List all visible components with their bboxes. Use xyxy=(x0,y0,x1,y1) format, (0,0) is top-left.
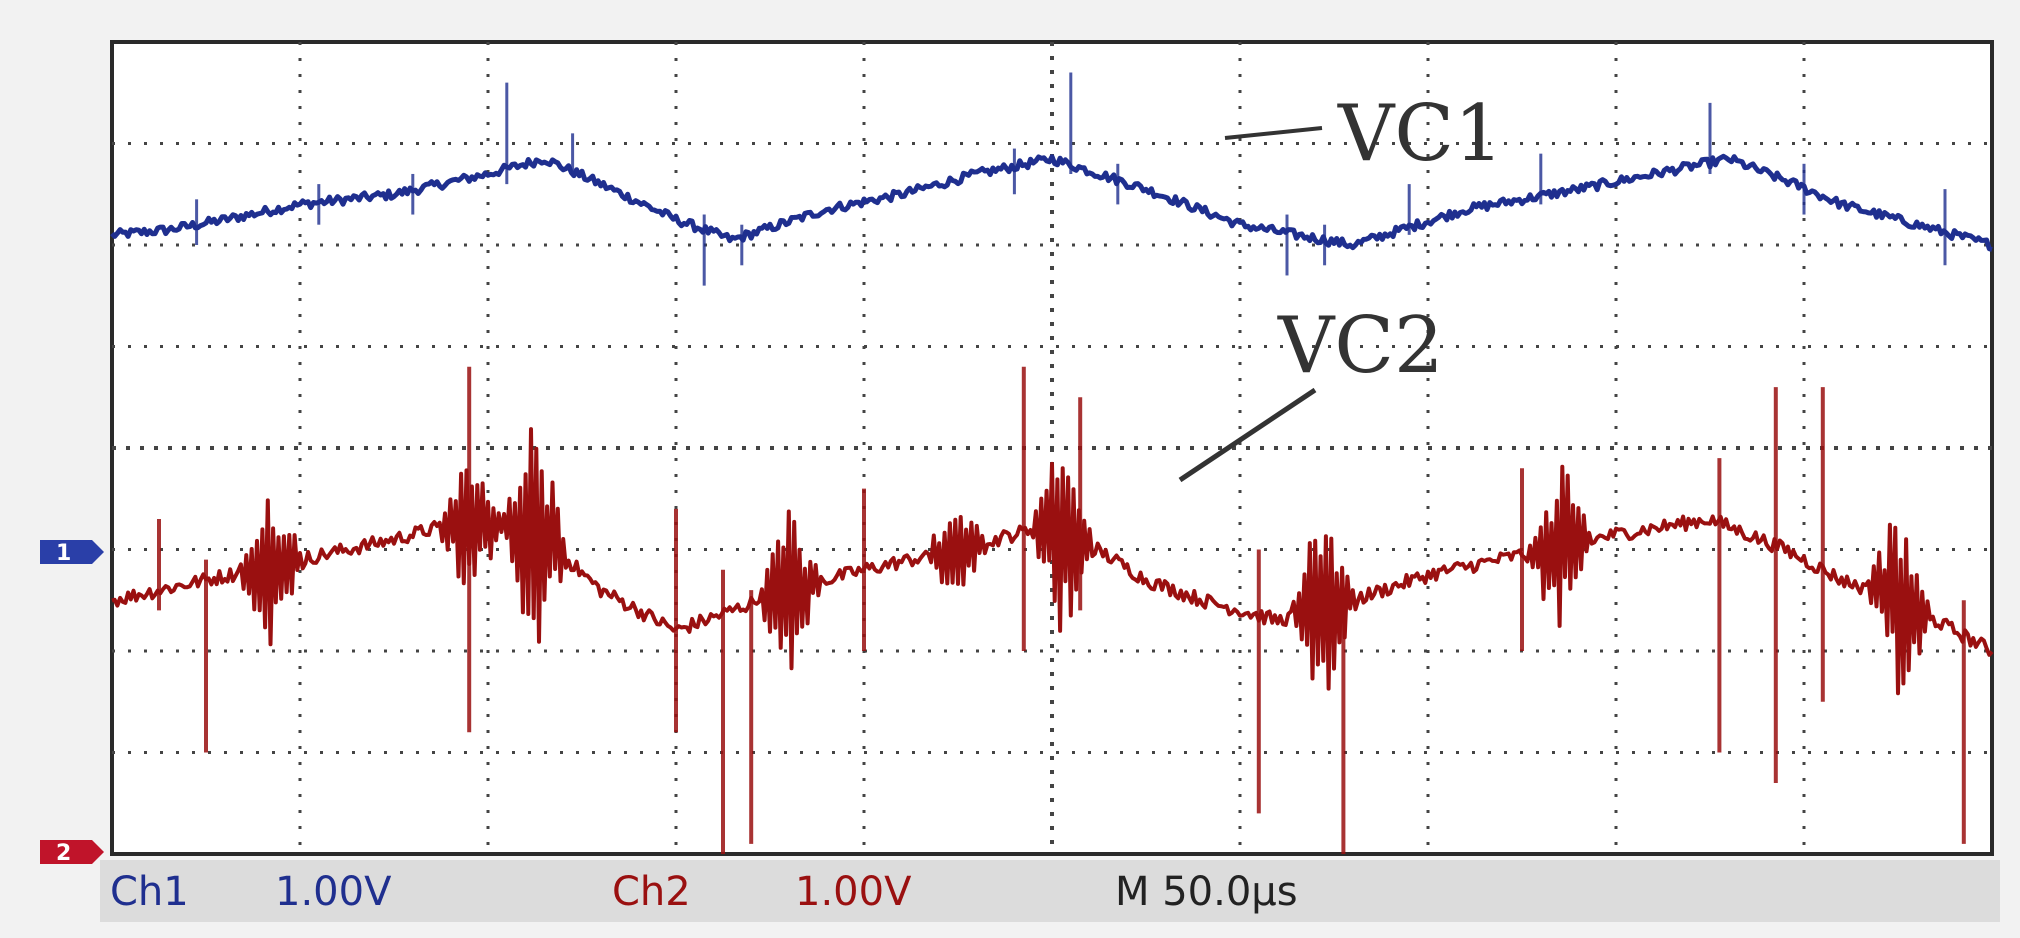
series-layer xyxy=(110,72,1994,854)
grid xyxy=(112,42,1992,854)
svg-text:1: 1 xyxy=(56,541,71,566)
ch2-scale: 1.00V xyxy=(795,869,912,915)
ch1-label: Ch1 xyxy=(110,869,189,915)
vc1-leader-line xyxy=(1224,126,1323,140)
series-vc2 xyxy=(111,366,1994,854)
ch2-label: Ch2 xyxy=(612,869,691,915)
trace-vc1 xyxy=(110,153,1993,252)
vc2-leader-line xyxy=(1178,387,1317,483)
ch2-ground-marker: 2 xyxy=(40,840,104,866)
vc2-annotation: VC2 xyxy=(1277,301,1444,391)
svg-text:2: 2 xyxy=(56,841,71,866)
series-vc1 xyxy=(110,72,1993,286)
vc1-annotation: VC1 xyxy=(1337,89,1504,179)
ch1-scale: 1.00V xyxy=(275,869,392,915)
readout-strip xyxy=(100,860,2000,922)
trace-vc2 xyxy=(111,427,1994,696)
timebase-readout: M 50.0µs xyxy=(1115,869,1298,915)
ch1-ground-marker: 1 xyxy=(40,540,104,566)
